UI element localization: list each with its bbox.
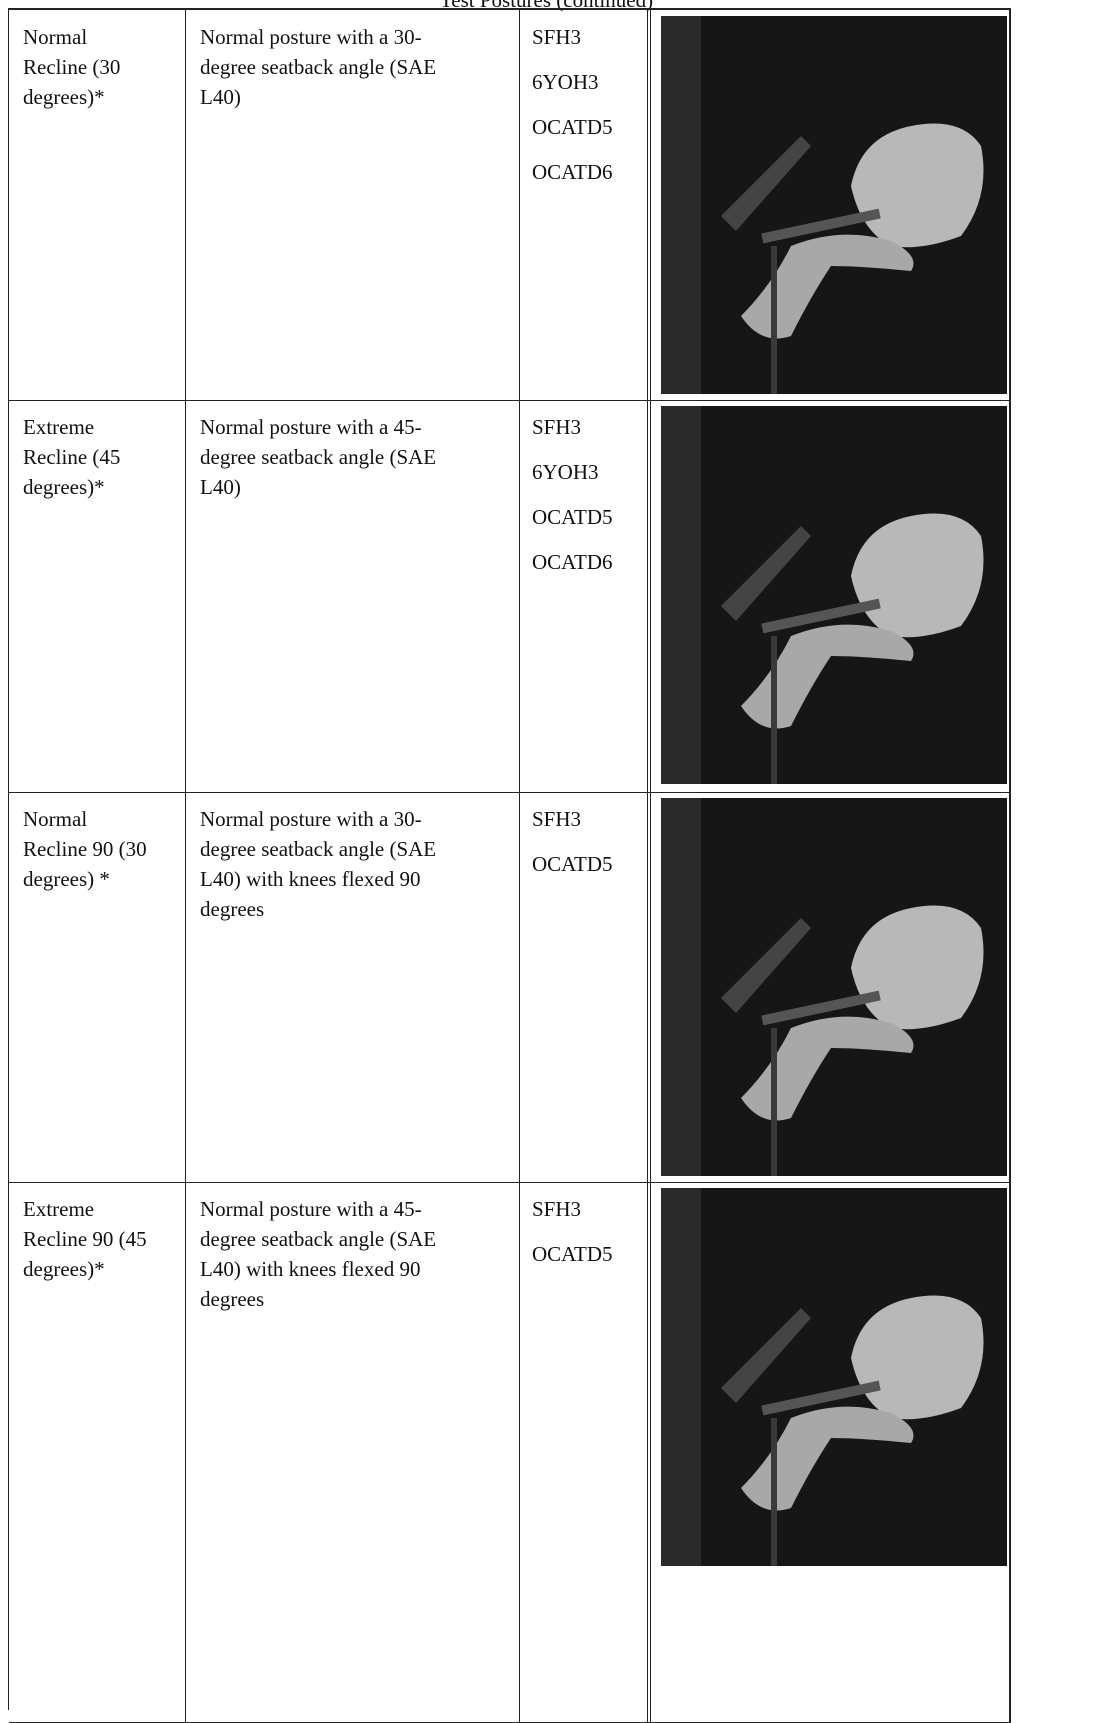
description-line: Normal posture with a 30- <box>200 25 422 49</box>
description-line: L40) with knees flexed 90 <box>200 867 421 891</box>
photo-shape <box>661 406 701 784</box>
posture-line: Extreme <box>23 415 95 439</box>
photo-shape <box>741 1016 914 1121</box>
photo-shape <box>851 1295 984 1420</box>
dummy: OCATD6 <box>532 550 613 574</box>
description-line: L40) <box>200 85 241 109</box>
photo-shape <box>741 234 914 339</box>
posture-line: Normal <box>23 25 88 49</box>
posture-line: Extreme <box>23 1197 95 1221</box>
photo-cell <box>651 400 1011 792</box>
description-cell: Normal posture with a 30- degree seatback… <box>186 10 520 400</box>
photo-shape <box>851 123 984 248</box>
photo-shape <box>661 798 701 1176</box>
description-line: L40) with knees flexed 90 <box>200 1257 421 1281</box>
photo-shape <box>761 598 881 634</box>
posture-line: Recline (45 <box>23 445 121 469</box>
photo <box>661 1188 1007 1566</box>
dummy: SFH3 <box>532 1197 582 1221</box>
posture-line: Recline 90 (30 <box>23 837 147 861</box>
table-row: Normal Recline 90 (30 degrees) * Normal pos… <box>9 792 1011 1183</box>
photo-shape <box>771 1418 777 1566</box>
posture-cell: Normal Recline (30 degrees)* <box>9 10 186 400</box>
photo-cell <box>651 792 1011 1182</box>
posture-line: Recline 90 (45 <box>23 1227 147 1251</box>
description-line: degree seatback angle (SAE <box>200 55 437 79</box>
posture-cell: Extreme Recline 90 (45 degrees)* <box>9 1182 186 1722</box>
posture-cell: Extreme Recline (45 degrees)* <box>9 400 186 792</box>
photo-shape <box>771 246 777 394</box>
dummy: OCATD5 <box>532 115 613 139</box>
dummy: 6YOH3 <box>532 460 599 484</box>
photo-shape <box>761 1380 881 1416</box>
posture-line: Normal <box>23 807 88 831</box>
photo-shape <box>851 905 984 1030</box>
dummy: 6YOH3 <box>532 70 599 94</box>
dummy: SFH3 <box>532 807 582 831</box>
description-line: degrees <box>200 897 265 921</box>
photo-shape <box>741 1406 914 1511</box>
description-line: Normal posture with a 30- <box>200 807 422 831</box>
posture-line: Recline (30 <box>23 55 121 79</box>
posture-line: degrees)* <box>23 85 105 109</box>
postures-table: Normal Recline (30 degrees)* Normal posture… <box>8 8 1011 1723</box>
dummy: OCATD5 <box>532 852 613 876</box>
dummy: SFH3 <box>532 415 582 439</box>
posture-cell: Normal Recline 90 (30 degrees) * <box>9 792 186 1182</box>
photo-shape <box>721 136 811 231</box>
description-line: Normal posture with a 45- <box>200 1197 422 1221</box>
photo-shape <box>721 526 811 621</box>
description-line: L40) <box>200 475 241 499</box>
dummies-cell: SFH3 6YOH3 OCATD5 OCATD6 <box>520 400 651 792</box>
photo <box>661 798 1007 1176</box>
dummies-cell: SFH3 OCATD5 <box>520 792 651 1182</box>
description-cell: Normal posture with a 45- degree seatback… <box>186 1182 520 1722</box>
description-cell: Normal posture with a 45- degree seatback… <box>186 400 520 792</box>
photo <box>661 406 1007 784</box>
description-line: degrees <box>200 1287 265 1311</box>
photo-shape <box>721 1308 811 1403</box>
description-line: degree seatback angle (SAE <box>200 837 437 861</box>
posture-line: degrees)* <box>23 475 105 499</box>
photo-shape <box>661 16 701 394</box>
dummy: OCATD6 <box>532 160 613 184</box>
dummies-cell: SFH3 OCATD5 <box>520 1182 651 1722</box>
dummy: OCATD5 <box>532 1242 613 1266</box>
table-row: Normal Recline (30 degrees)* Normal posture… <box>9 10 1011 401</box>
description-line: Normal posture with a 45- <box>200 415 422 439</box>
photo-shape <box>761 208 881 244</box>
photo-shape <box>721 918 811 1013</box>
photo-shape <box>851 513 984 638</box>
description-line: degree seatback angle (SAE <box>200 1227 437 1251</box>
photo-shape <box>771 636 777 784</box>
dummy: SFH3 <box>532 25 582 49</box>
description-line: degree seatback angle (SAE <box>200 445 437 469</box>
photo-shape <box>741 624 914 729</box>
posture-line: degrees)* <box>23 1257 105 1281</box>
photo-shape <box>761 990 881 1026</box>
photo-cell <box>651 1182 1011 1722</box>
dummy: OCATD5 <box>532 505 613 529</box>
table-row: Extreme Recline (45 degrees)* Normal postur… <box>9 400 1011 793</box>
photo-cell <box>651 10 1011 400</box>
description-cell: Normal posture with a 30- degree seatback… <box>186 792 520 1182</box>
dummies-cell: SFH3 6YOH3 OCATD5 OCATD6 <box>520 10 651 400</box>
photo <box>661 16 1007 394</box>
photo-shape <box>771 1028 777 1176</box>
posture-line: degrees) * <box>23 867 110 891</box>
photo-shape <box>661 1188 701 1566</box>
table-row: Extreme Recline 90 (45 degrees)* Normal pos… <box>9 1182 1011 1723</box>
